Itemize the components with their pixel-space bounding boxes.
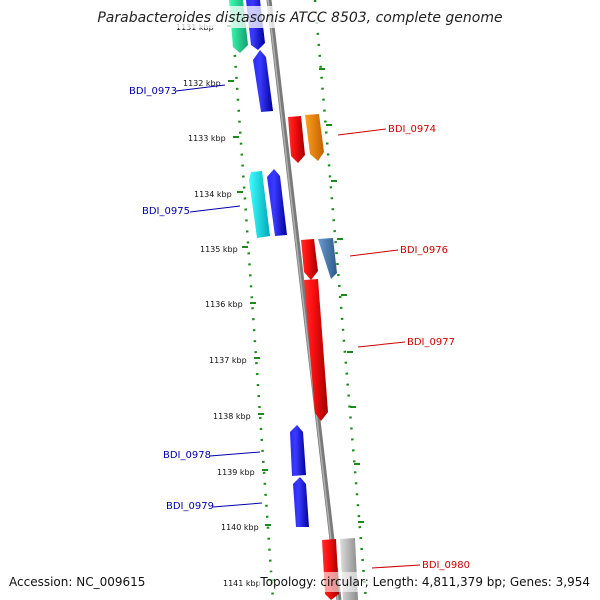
tick-label-1135: 1135 kbp xyxy=(200,245,238,254)
gene-arrow-bdi0974-orange[interactable] xyxy=(305,114,324,161)
tick-label-1136: 1136 kbp xyxy=(205,300,243,309)
tick-label-1139: 1139 kbp xyxy=(217,468,255,477)
tick-label-1137: 1137 kbp xyxy=(209,356,247,365)
map-title: Parabacteroides distasonis ATCC 8503, co… xyxy=(97,10,502,26)
gene-label-bdi0979[interactable]: BDI_0979 xyxy=(166,501,214,512)
outer-track-dots xyxy=(313,0,368,600)
tick-label-1132: 1132 kbp xyxy=(183,79,221,88)
tick-label-1134: 1134 kbp xyxy=(194,190,232,199)
gene-label-bdi0975[interactable]: BDI_0975 xyxy=(142,206,190,217)
gene-label-bdi0973[interactable]: BDI_0973 xyxy=(129,86,177,97)
genome-backbone xyxy=(266,0,342,600)
genome-backbone-highlight xyxy=(267,0,339,600)
tick-label-1138: 1138 kbp xyxy=(213,412,251,421)
tick-label-1140: 1140 kbp xyxy=(221,523,259,532)
gene-arrow-bdi0975[interactable] xyxy=(267,169,287,236)
tick-label-1141: 1141 kbp xyxy=(223,579,261,588)
tick-label-1133: 1133 kbp xyxy=(188,134,226,143)
gene-label-bdi0977[interactable]: BDI_0977 xyxy=(407,337,455,348)
gene-label-bdi0980[interactable]: BDI_0980 xyxy=(422,560,470,571)
gene-arrow-bdi0976-steel[interactable] xyxy=(318,238,337,279)
gene-arrow-bdi0974[interactable] xyxy=(288,116,305,163)
gene-arrow-bdi0975-cyan[interactable] xyxy=(249,171,270,238)
title-backdrop xyxy=(95,6,505,28)
accession-text: Accession: NC_009615 xyxy=(9,575,145,589)
gene-arrow-bdi0977[interactable] xyxy=(304,279,328,421)
gene-label-bdi0974[interactable]: BDI_0974 xyxy=(388,124,436,135)
gene-label-bdi0976[interactable]: BDI_0976 xyxy=(400,245,448,256)
footer-backdrop xyxy=(258,572,598,592)
gene-arrow-bdi0973[interactable] xyxy=(253,50,273,112)
label-connectors xyxy=(175,84,421,569)
gene-arrow-bdi0976[interactable] xyxy=(301,239,318,280)
gene-label-bdi0978[interactable]: BDI_0978 xyxy=(163,450,211,461)
topology-text: Topology: circular; Length: 4,811,379 bp… xyxy=(259,575,590,589)
inner-track-dots xyxy=(229,0,275,600)
gene-arrow-bdi0978[interactable] xyxy=(290,425,306,476)
gene-arrow-bdi0979[interactable] xyxy=(293,477,309,527)
